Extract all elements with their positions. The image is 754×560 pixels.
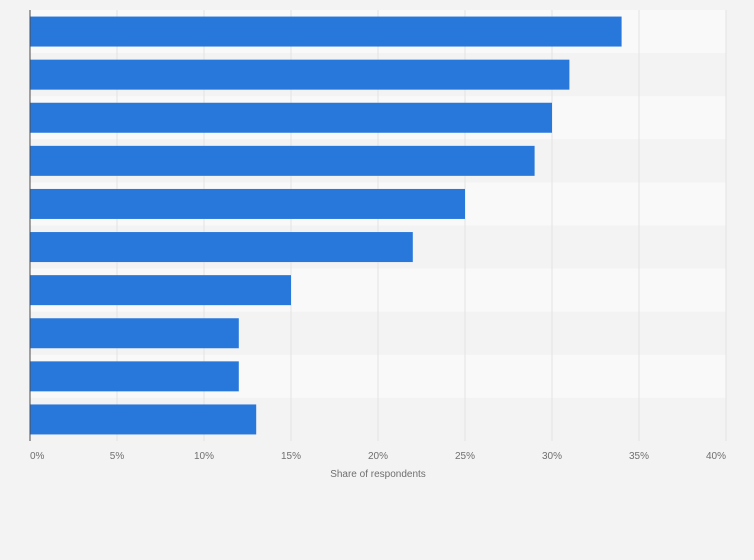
bar[interactable] [30, 275, 291, 306]
bar[interactable] [30, 361, 239, 392]
bar[interactable] [30, 318, 239, 349]
x-tick-label: 35% [629, 451, 649, 462]
bars [30, 16, 622, 435]
x-tick-label: 25% [455, 451, 475, 462]
bar[interactable] [30, 59, 570, 90]
x-axis-title: Share of respondents [330, 469, 426, 480]
x-tick-label: 0% [30, 451, 45, 462]
x-tick-label: 5% [110, 451, 125, 462]
x-tick-label: 15% [281, 451, 301, 462]
x-tick-label: 30% [542, 451, 562, 462]
x-tick-label: 10% [194, 451, 214, 462]
x-tick-label: 40% [706, 451, 726, 462]
bar[interactable] [30, 102, 552, 133]
bar[interactable] [30, 16, 622, 47]
bar[interactable] [30, 145, 535, 176]
bar[interactable] [30, 232, 413, 263]
bar[interactable] [30, 188, 465, 219]
x-tick-label: 20% [368, 451, 388, 462]
bar[interactable] [30, 404, 257, 435]
x-tick-labels: 0% 5% 10% 15% 20% 25% 30% 35% 40% [30, 451, 726, 462]
